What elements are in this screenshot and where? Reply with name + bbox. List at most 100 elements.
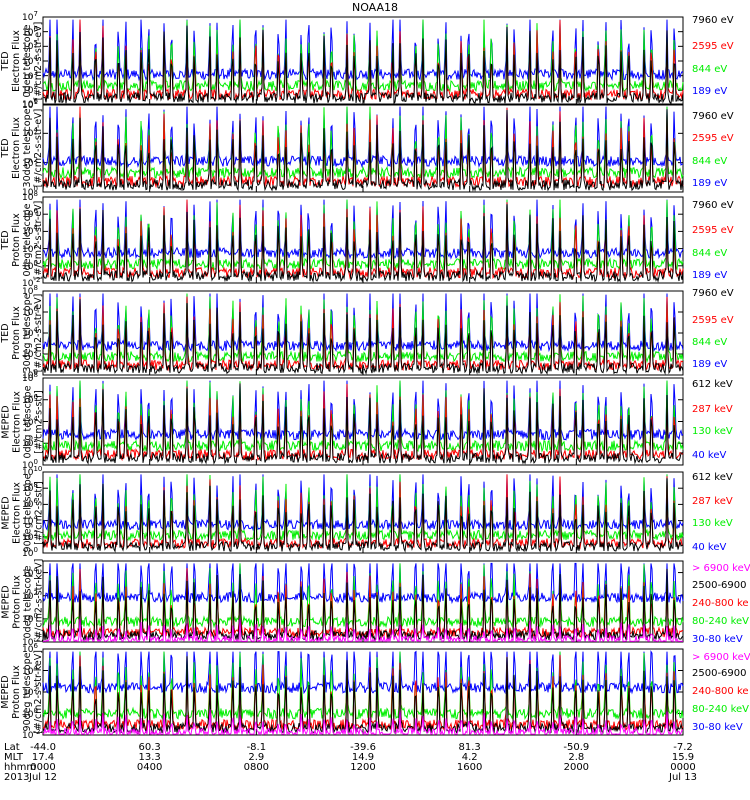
- panel-2: [42, 103, 684, 193]
- y-tick-label: 107: [22, 10, 38, 23]
- x-tick-date: Jul 13: [669, 772, 697, 783]
- series-label: 130 keV: [692, 426, 733, 437]
- y-tick-label: 104: [22, 326, 38, 339]
- series-label: 2595 eV: [692, 315, 734, 326]
- series-label: 30-80 keV: [692, 634, 743, 645]
- x-axis-row-label: 2013: [4, 772, 30, 783]
- y-axis-label-line: Proton Flux: [11, 213, 22, 267]
- panel-3: [42, 196, 684, 284]
- series-trace: [42, 25, 684, 105]
- y-tick-label: 102: [22, 436, 38, 450]
- y-axis-label-line: MEPED: [0, 404, 11, 439]
- y-tick-label: 102: [22, 529, 38, 543]
- series-trace: [42, 106, 683, 169]
- y-tick-label: 102: [22, 347, 38, 360]
- panel-frame: [42, 377, 684, 466]
- y-tick-label: 106: [22, 305, 38, 318]
- y-tick-label: 1010: [22, 465, 43, 478]
- y-axis-label-line: 90deg telescope: [22, 652, 33, 732]
- series-trace: [42, 654, 684, 732]
- series-label: 189 eV: [692, 178, 728, 189]
- y-axis-label-line: Electron Flux: [11, 390, 22, 453]
- y-tick-label: 101: [22, 98, 38, 111]
- series-label: 2500-6900: [692, 580, 747, 591]
- series-label: 287 keV: [692, 496, 733, 507]
- series-trace: [42, 562, 684, 605]
- panel-8: [42, 648, 684, 737]
- y-axis-label-line: TED: [0, 323, 11, 343]
- series-trace: [42, 106, 684, 180]
- x-tick-mlt: 17.4: [31, 752, 55, 763]
- panel-4: [42, 290, 684, 376]
- y-axis-label: MEPED Proton Flux 90deg telescope [#/cm2-s-…: [0, 649, 44, 735]
- y-axis-label-line: Electron Flux: [11, 117, 22, 179]
- y-axis-label-line: [#/cm2-s-str]: [33, 480, 44, 545]
- x-tick-mlt: 4.2: [461, 752, 478, 763]
- series-trace: [42, 299, 684, 375]
- series-label: 7960 eV: [692, 111, 734, 122]
- series-trace: [42, 199, 684, 260]
- y-tick-label: 100: [22, 368, 38, 381]
- y-axis-label-line: 30deg telescope: [22, 108, 33, 188]
- x-axis-row-label: Lat: [4, 742, 20, 753]
- x-tick-date: Jul 12: [29, 772, 57, 783]
- series-trace: [42, 568, 684, 643]
- y-axis-label-line: Proton Flux: [11, 665, 22, 719]
- y-tick-label: 108: [22, 284, 38, 297]
- panel-6: [42, 471, 684, 554]
- series-label: 240-800 ke: [692, 686, 749, 697]
- series-label: 2595 eV: [692, 225, 734, 236]
- y-tick-label: 102: [22, 83, 38, 97]
- x-tick-lat: 60.3: [138, 742, 161, 753]
- series-label: 287 keV: [692, 404, 733, 415]
- figure-title: NOAA18: [351, 1, 399, 14]
- y-tick-label: 104: [22, 126, 38, 140]
- series-label: 189 eV: [692, 359, 728, 370]
- series-trace: [42, 199, 684, 280]
- y-axis-label-line: MEPED: [0, 584, 11, 619]
- series-label: 30-80 keV: [692, 722, 743, 733]
- series-label: 612 keV: [692, 379, 733, 390]
- x-tick-lat: -8.1: [246, 742, 267, 753]
- y-tick-label: 100: [22, 458, 38, 471]
- x-tick-hhmm: 0800: [243, 762, 270, 773]
- y-tick-label: 100: [22, 185, 38, 198]
- series-trace: [42, 106, 684, 189]
- y-tick-label: 102: [22, 685, 38, 698]
- series-label: 80-240 keV: [692, 704, 750, 715]
- series-trace: [42, 109, 684, 192]
- series-trace: [42, 474, 684, 532]
- series-label: 7960 eV: [692, 200, 734, 211]
- y-axis-label-line: [#/cm2-s-str-eV]: [33, 21, 44, 101]
- y-tick-label: 10-2: [22, 635, 41, 648]
- y-tick-label: 108: [22, 371, 38, 384]
- y-axis-label-line: Proton Flux: [11, 574, 22, 629]
- series-label: > 6900 keV: [692, 652, 750, 663]
- x-tick-hhmm: 2000: [563, 762, 590, 773]
- series-trace: [43, 618, 683, 644]
- x-tick-lat: -50.9: [563, 742, 590, 753]
- x-tick-hhmm: 1600: [456, 762, 483, 773]
- y-axis-label: TED Proton Flux 0deg telescope [#/cm2-s-str…: [0, 197, 44, 283]
- y-axis-label-line: 90deg telescope: [22, 473, 33, 552]
- y-tick-label: 106: [22, 97, 38, 110]
- y-tick-label: 105: [22, 39, 38, 53]
- y-tick-label: 100: [22, 611, 38, 625]
- series-label: 2595 eV: [692, 133, 734, 144]
- y-axis-label-line: 0deg telescope: [22, 565, 33, 638]
- y-axis-label-line: Proton Flux: [11, 306, 22, 360]
- y-tick-label: 106: [22, 24, 38, 38]
- series-label: 7960 eV: [692, 15, 734, 26]
- y-axis-label: MEPED Electron Flux 90deg telescope [#/cm2-…: [0, 472, 44, 553]
- y-axis-label: TED Electron Flux 0deg telescope [#/cm2-s-s…: [0, 17, 44, 105]
- x-tick-lat: -7.2: [673, 742, 693, 753]
- series-trace: [42, 204, 684, 283]
- series-label: 189 eV: [692, 86, 728, 97]
- x-tick-mlt: 2.9: [248, 752, 265, 763]
- y-axis-label: MEPED Electron Flux 0deg telescope [#/cm2-s…: [0, 378, 44, 465]
- y-tick-label: 106: [22, 207, 38, 221]
- y-tick-label: 106: [22, 497, 38, 511]
- series-trace: [42, 199, 684, 271]
